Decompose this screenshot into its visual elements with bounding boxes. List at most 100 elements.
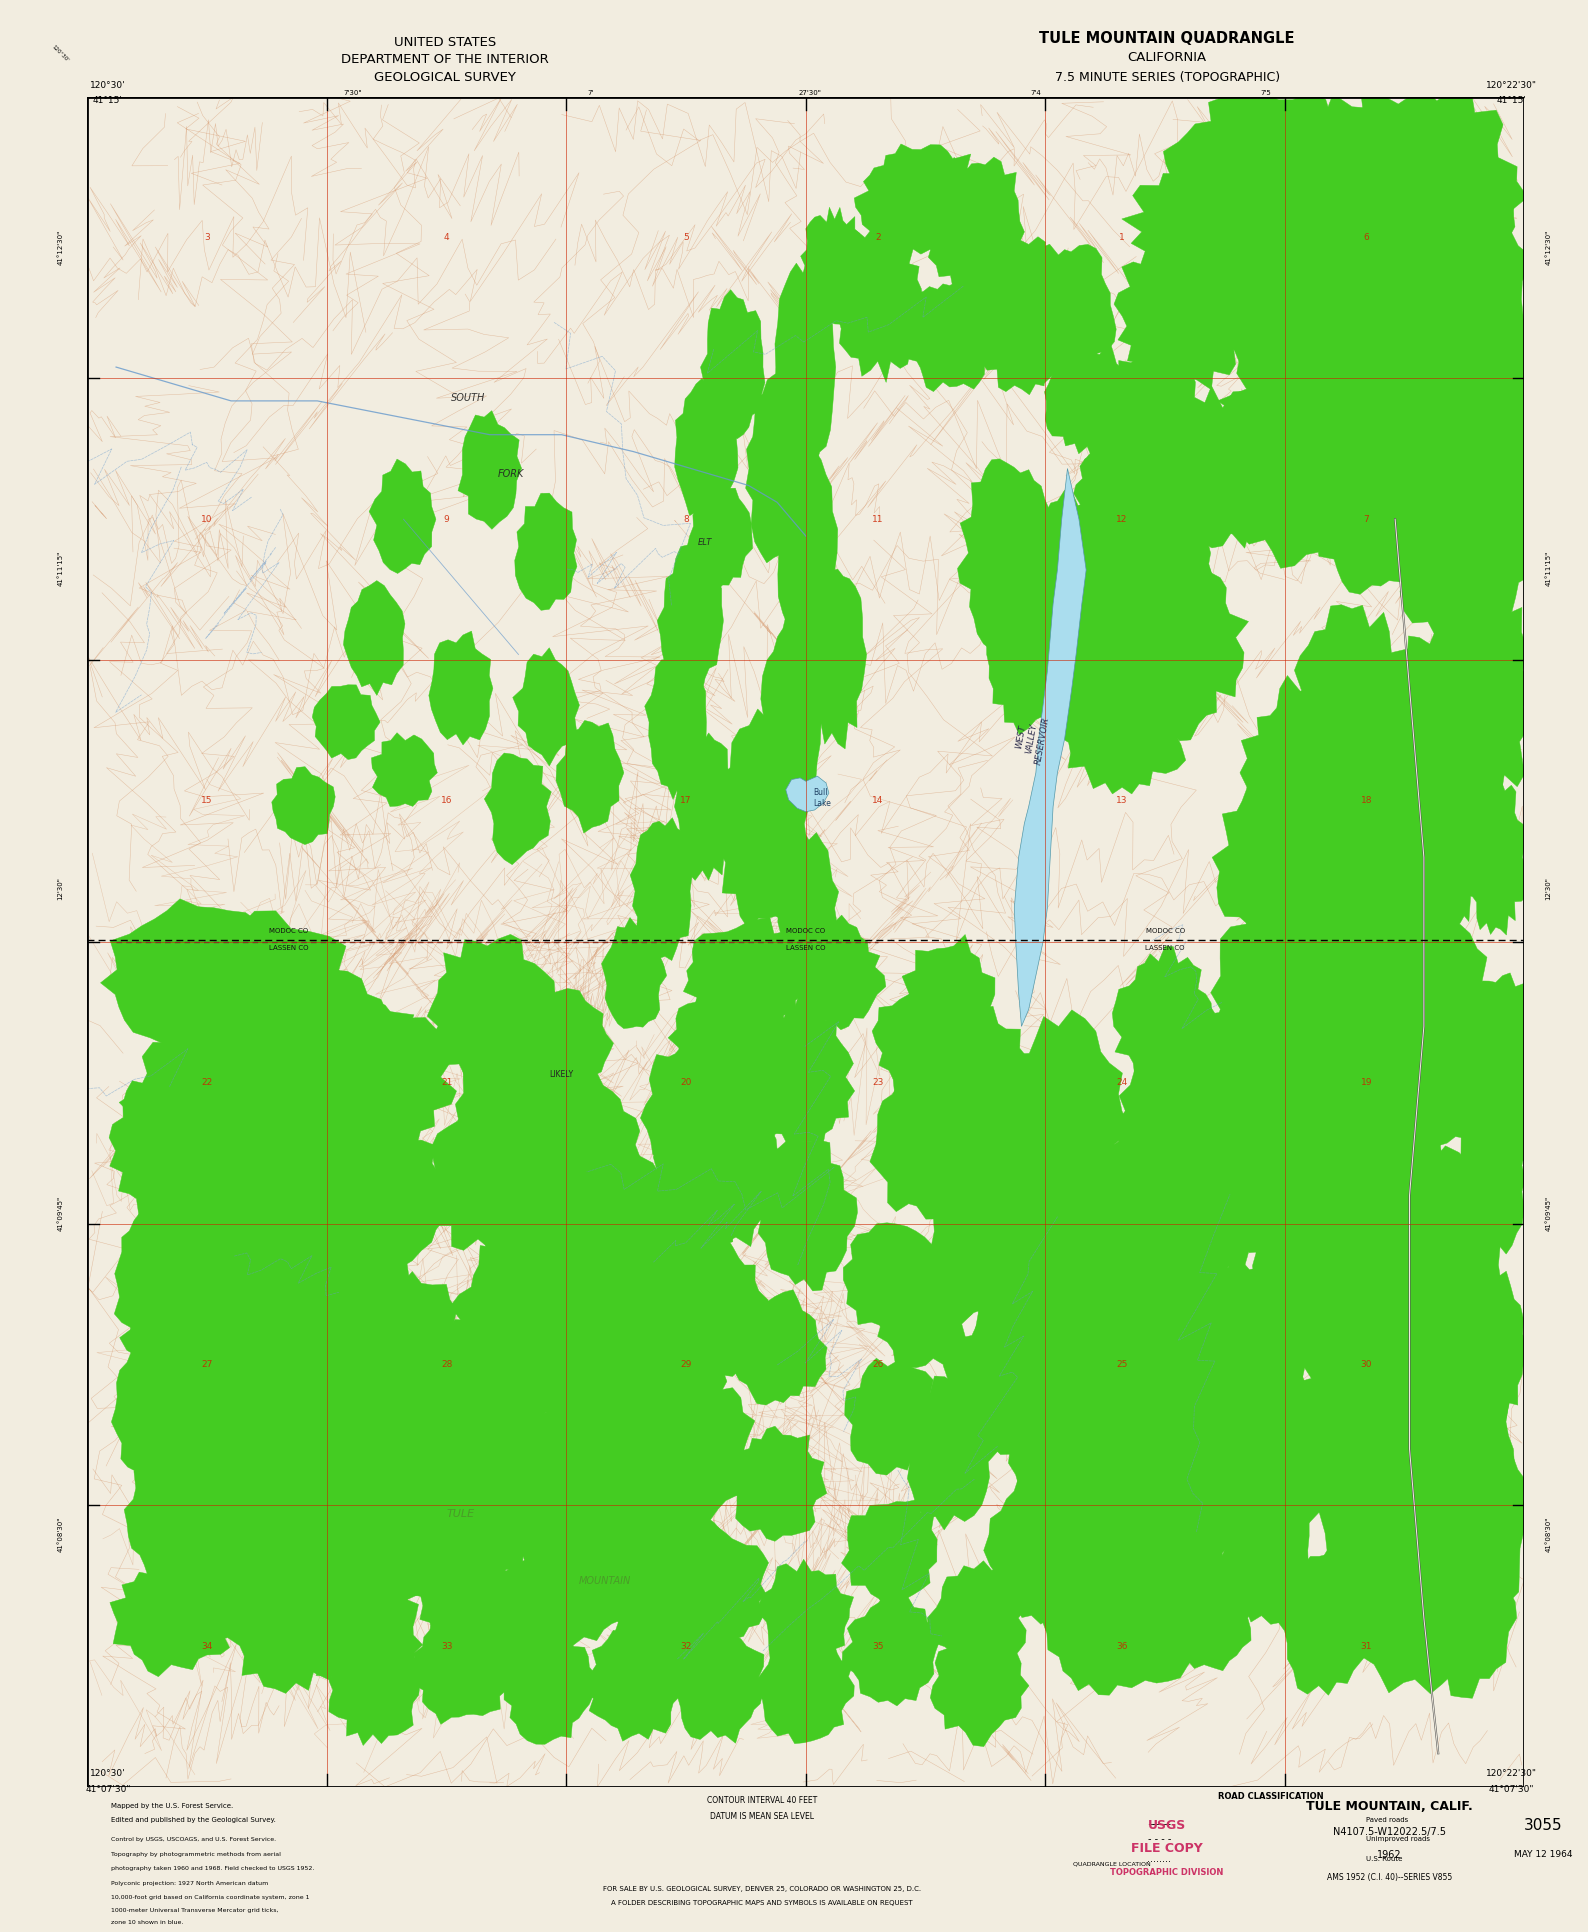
Polygon shape (1051, 643, 1188, 794)
Polygon shape (262, 1233, 427, 1393)
Polygon shape (1115, 238, 1248, 390)
Polygon shape (630, 817, 692, 960)
Text: MODOC CO: MODOC CO (1145, 929, 1185, 935)
Polygon shape (643, 1153, 742, 1271)
Polygon shape (1210, 869, 1375, 1119)
Polygon shape (1212, 199, 1382, 398)
Polygon shape (669, 987, 770, 1103)
Polygon shape (756, 1631, 854, 1745)
Polygon shape (824, 226, 923, 383)
Polygon shape (902, 282, 1000, 392)
Text: 41°09'45": 41°09'45" (57, 1196, 64, 1231)
Polygon shape (599, 1304, 727, 1457)
Polygon shape (146, 910, 365, 1103)
Polygon shape (556, 721, 624, 833)
Polygon shape (675, 379, 738, 524)
Polygon shape (783, 916, 886, 1030)
Text: 17: 17 (680, 796, 692, 806)
Polygon shape (669, 1627, 767, 1743)
Polygon shape (958, 460, 1058, 657)
Polygon shape (575, 1204, 699, 1358)
Text: FOR SALE BY U.S. GEOLOGICAL SURVEY, DENVER 25, COLORADO OR WASHINGTON 25, D.C.: FOR SALE BY U.S. GEOLOGICAL SURVEY, DENV… (603, 1886, 921, 1893)
Text: 16: 16 (441, 796, 453, 806)
Polygon shape (1283, 605, 1421, 844)
Polygon shape (1420, 1542, 1517, 1698)
Polygon shape (1069, 450, 1204, 692)
Text: 3: 3 (205, 234, 210, 242)
Text: - - - -: - - - - (1148, 1833, 1170, 1845)
Text: 7'30": 7'30" (343, 89, 362, 97)
Text: Polyconic projection: 1927 North American datum: Polyconic projection: 1927 North America… (111, 1882, 268, 1886)
Polygon shape (624, 1370, 754, 1530)
Polygon shape (1277, 775, 1372, 933)
Polygon shape (565, 1457, 703, 1573)
Polygon shape (265, 1337, 395, 1492)
Polygon shape (1218, 1470, 1309, 1625)
Text: 7: 7 (1364, 514, 1369, 524)
Polygon shape (429, 1099, 557, 1254)
Polygon shape (1421, 1376, 1515, 1526)
Polygon shape (151, 1406, 314, 1559)
Polygon shape (872, 985, 969, 1101)
Polygon shape (683, 918, 816, 1036)
Polygon shape (427, 1304, 556, 1455)
Polygon shape (427, 935, 556, 1076)
Text: AMS 1952 (C.I. 40)--SERIES V855: AMS 1952 (C.I. 40)--SERIES V855 (1328, 1874, 1451, 1882)
Text: ........: ........ (1147, 1853, 1172, 1864)
Polygon shape (986, 574, 1086, 734)
Polygon shape (1212, 761, 1351, 949)
Polygon shape (843, 1223, 939, 1337)
Polygon shape (221, 1445, 376, 1596)
Polygon shape (1156, 386, 1289, 549)
Text: 33: 33 (441, 1642, 453, 1650)
Text: Bull
Lake: Bull Lake (813, 788, 831, 808)
Polygon shape (1113, 535, 1248, 740)
Polygon shape (1147, 1084, 1240, 1196)
Polygon shape (602, 918, 667, 1028)
Polygon shape (110, 1561, 241, 1677)
Polygon shape (1085, 357, 1220, 512)
Text: A FOLDER DESCRIBING TOPOGRAPHIC MAPS AND SYMBOLS IS AVAILABLE ON REQUEST: A FOLDER DESCRIBING TOPOGRAPHIC MAPS AND… (611, 1899, 913, 1907)
Polygon shape (206, 1200, 372, 1356)
Text: 27'30": 27'30" (799, 89, 821, 97)
Text: 28: 28 (441, 1360, 453, 1370)
Text: 24: 24 (1116, 1078, 1127, 1088)
Polygon shape (1005, 1374, 1131, 1526)
Text: TULE MOUNTAIN, CALIF.: TULE MOUNTAIN, CALIF. (1305, 1801, 1474, 1812)
Polygon shape (842, 1594, 940, 1706)
Text: Control by USGS, USCOAGS, and U.S. Forest Service.: Control by USGS, USCOAGS, and U.S. Fores… (111, 1837, 276, 1841)
Polygon shape (854, 145, 988, 255)
Polygon shape (384, 1492, 510, 1607)
Text: photography taken 1960 and 1968. Field checked to USGS 1952.: photography taken 1960 and 1968. Field c… (111, 1866, 314, 1870)
Polygon shape (1315, 1457, 1442, 1646)
Polygon shape (305, 1117, 459, 1275)
Polygon shape (205, 1061, 403, 1262)
Text: 120°30': 120°30' (51, 44, 70, 64)
Polygon shape (1272, 195, 1496, 435)
Text: 9: 9 (443, 514, 449, 524)
Text: 120°30': 120°30' (91, 1770, 125, 1777)
Polygon shape (119, 1012, 348, 1206)
Text: 41°12'30": 41°12'30" (1545, 230, 1551, 265)
Polygon shape (484, 753, 551, 866)
Text: 6: 6 (1364, 234, 1369, 242)
Polygon shape (411, 1528, 511, 1646)
Polygon shape (1112, 947, 1212, 1107)
Text: LASSEN CO: LASSEN CO (786, 945, 826, 951)
Polygon shape (1072, 440, 1175, 562)
Polygon shape (540, 1391, 672, 1505)
Polygon shape (1021, 491, 1112, 653)
Text: TOPOGRAPHIC DIVISION: TOPOGRAPHIC DIVISION (1110, 1868, 1224, 1876)
Polygon shape (1007, 1010, 1131, 1209)
Text: 41°08'30": 41°08'30" (1545, 1517, 1551, 1551)
Text: 31: 31 (1361, 1642, 1372, 1650)
Text: 12'30": 12'30" (57, 877, 64, 900)
Text: 10,000-foot grid based on California coordinate system, zone 1: 10,000-foot grid based on California coo… (111, 1895, 310, 1899)
Polygon shape (313, 684, 380, 759)
Polygon shape (1248, 1206, 1345, 1349)
Polygon shape (124, 1439, 222, 1596)
Text: U.S. Route: U.S. Route (1366, 1855, 1402, 1862)
Polygon shape (1218, 1289, 1318, 1406)
Polygon shape (1464, 1420, 1531, 1605)
Polygon shape (516, 1068, 640, 1221)
